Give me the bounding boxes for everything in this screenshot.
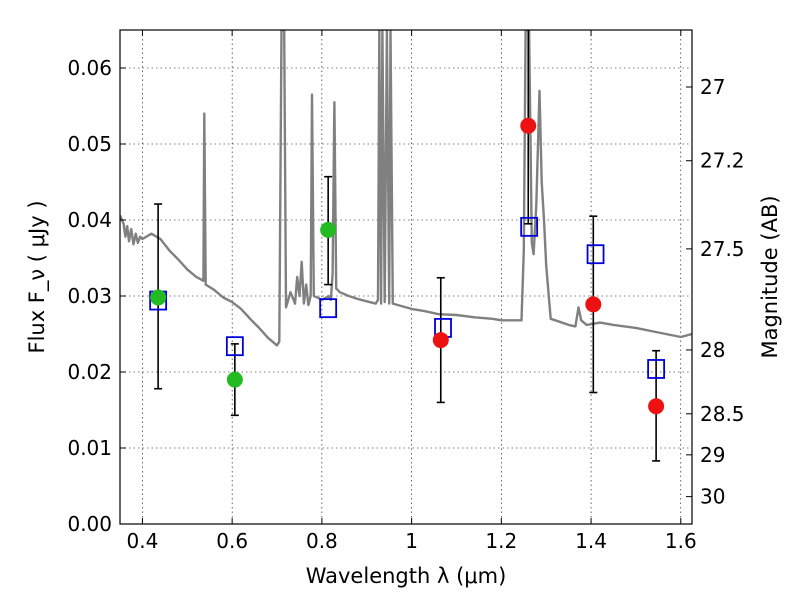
right-tick-label: 27: [700, 75, 725, 99]
data-point: [585, 296, 602, 313]
x-tick-label: 1.6: [665, 529, 697, 553]
x-tick-label: 1.4: [575, 529, 607, 553]
y-tick-label: 0.03: [67, 284, 112, 308]
data-point: [432, 332, 449, 349]
y-tick-label: 0.06: [67, 56, 112, 80]
y-tick-label: 0.00: [67, 512, 112, 536]
data-point: [226, 371, 243, 388]
model-square: [319, 298, 338, 319]
plot-frame: [119, 29, 693, 525]
spectrum-path: [120, 30, 692, 347]
right-tick-label: 27.5: [700, 237, 745, 261]
y-tick-label: 0.01: [67, 436, 112, 460]
model-square: [225, 336, 244, 357]
x-tick-label: 1: [405, 529, 418, 553]
model-square: [647, 359, 666, 379]
right-tick-label: 28: [700, 338, 725, 362]
data-point: [150, 289, 167, 306]
spectrum-line: [120, 30, 692, 347]
grid: [120, 30, 692, 524]
x-tick-label: 0.8: [306, 529, 338, 553]
right-tick-label: 28.5: [700, 402, 745, 426]
right-tick-label: 30: [700, 485, 725, 509]
x-tick-label: 1.2: [485, 529, 517, 553]
y-axis-label: Flux F_ν ( μJy ): [25, 200, 50, 353]
y-tick-label: 0.04: [67, 208, 112, 232]
model-square: [520, 216, 539, 237]
y-tick-label: 0.05: [67, 132, 112, 156]
data-point: [320, 221, 337, 238]
data-points: [149, 30, 666, 462]
data-point: [648, 398, 665, 415]
data-point: [520, 117, 537, 134]
x-tick-label: 0.6: [216, 529, 248, 553]
right-tick-label: 29: [700, 443, 725, 467]
y-tick-label: 0.02: [67, 360, 112, 384]
right-axis-label: Magnitude (AB): [758, 195, 782, 358]
model-square: [586, 244, 605, 265]
right-tick-label: 27.2: [700, 149, 745, 173]
x-axis-label: Wavelength λ (μm): [306, 564, 507, 588]
x-tick-label: 0.4: [127, 529, 159, 553]
plot-area: [120, 30, 692, 524]
axis-ticks: 0.4 0.6 0.8 1 1.2 1.4 1.6 0.00 0.01 0.02 0.03 0.04 0…: [67, 30, 745, 553]
